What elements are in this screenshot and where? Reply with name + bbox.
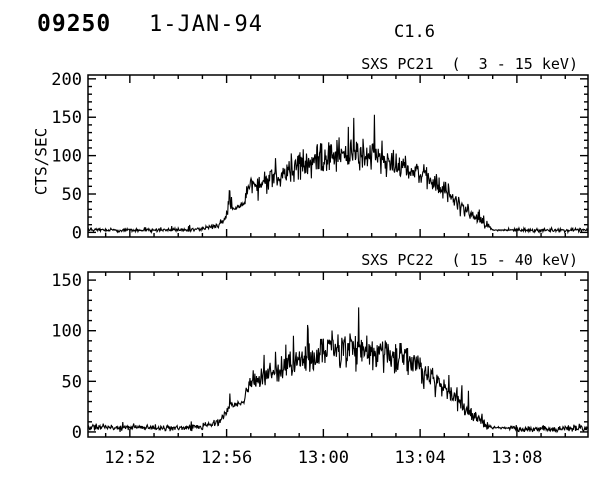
panel-title-pc22: SXS PC22 ( 15 - 40 keV) bbox=[361, 251, 578, 269]
x-tick-label: 13:08 bbox=[491, 448, 542, 468]
y-tick-label: 0 bbox=[72, 423, 82, 443]
panel-title-pc21: SXS PC21 ( 3 - 15 keV) bbox=[361, 55, 578, 73]
y-tick-label: 50 bbox=[62, 372, 82, 392]
x-tick-label: 12:52 bbox=[104, 448, 155, 468]
y-tick-label: 100 bbox=[51, 147, 82, 167]
y-axis-label: CTS/SEC bbox=[31, 127, 51, 196]
sequence-number: 09250 bbox=[37, 11, 112, 37]
y-tick-label: 150 bbox=[51, 271, 82, 291]
x-tick-label: 12:56 bbox=[201, 448, 252, 468]
panel-frame-bottom bbox=[87, 271, 589, 438]
y-tick-label: 50 bbox=[62, 185, 82, 205]
lightcurve-sxs-pc22 bbox=[87, 307, 589, 434]
flare-class-label: C1.6 bbox=[394, 22, 435, 42]
y-tick-label: 200 bbox=[51, 70, 82, 90]
date-label: 1-JAN-94 bbox=[149, 12, 263, 37]
y-tick-label: 0 bbox=[72, 223, 82, 243]
y-tick-label: 150 bbox=[51, 108, 82, 128]
y-tick-label: 100 bbox=[51, 322, 82, 342]
lightcurve-sxs-pc21 bbox=[87, 114, 589, 235]
x-tick-label: 13:00 bbox=[298, 448, 349, 468]
x-tick-label: 13:04 bbox=[395, 448, 446, 468]
